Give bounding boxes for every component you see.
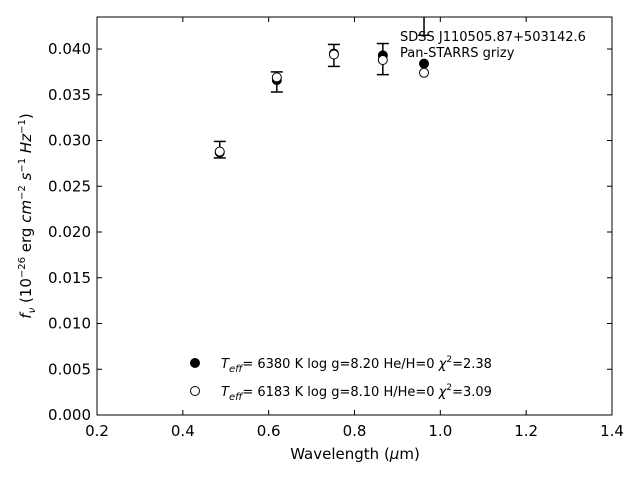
x-tick-label: 0.2 <box>85 422 109 440</box>
object-name-annotation: SDSS J110505.87+503142.6 <box>400 30 586 45</box>
x-axis-label: Wavelength (μm) <box>290 445 420 463</box>
x-tick-label: 1.0 <box>428 422 452 440</box>
y-tick-label: 0.005 <box>48 360 91 378</box>
model-point-he <box>214 146 225 157</box>
data-points <box>213 17 431 159</box>
legend-marker-filled <box>190 358 200 368</box>
y-tick-label: 0.025 <box>48 177 91 195</box>
legend-marker-open <box>190 386 200 396</box>
x-tick-label: 0.6 <box>257 422 281 440</box>
legend-entry-h: Teff= 6380 K log g=8.20 He/H=0 χ2=2.38 <box>221 355 492 375</box>
y-tick-label: 0.040 <box>48 40 91 58</box>
model-point-he <box>377 55 388 66</box>
y-tick-label: 0.035 <box>48 86 91 104</box>
y-tick-label: 0.000 <box>48 406 91 424</box>
x-tick-label: 1.4 <box>600 422 624 440</box>
x-tick-label: 1.2 <box>514 422 538 440</box>
model-point-he <box>328 49 339 60</box>
x-tick-label: 0.4 <box>171 422 195 440</box>
legend-entry-he: Teff= 6183 K log g=8.10 H/He=0 χ2=3.09 <box>221 383 492 403</box>
model-point-he <box>419 67 430 78</box>
model-point-he <box>271 72 282 83</box>
y-tick-label: 0.015 <box>48 269 91 287</box>
y-axis-label: fν (10−26 erg cm−2 s−1 Hz−1) <box>17 113 38 318</box>
y-tick-label: 0.030 <box>48 132 91 150</box>
y-tick-label: 0.010 <box>48 315 91 333</box>
y-tick-label: 0.020 <box>48 223 91 241</box>
plot-frame <box>96 16 613 416</box>
axis-ticks: 0.2 0.4 0.6 0.8 1.0 1.2 1.4 0.000 0.005 0.010 0.01… <box>48 17 624 440</box>
survey-annotation: Pan-STARRS grizy <box>400 46 515 61</box>
legend: Teff= 6380 K log g=8.20 He/H=0 χ2=2.38 T… <box>190 355 492 403</box>
x-tick-label: 0.8 <box>343 422 367 440</box>
